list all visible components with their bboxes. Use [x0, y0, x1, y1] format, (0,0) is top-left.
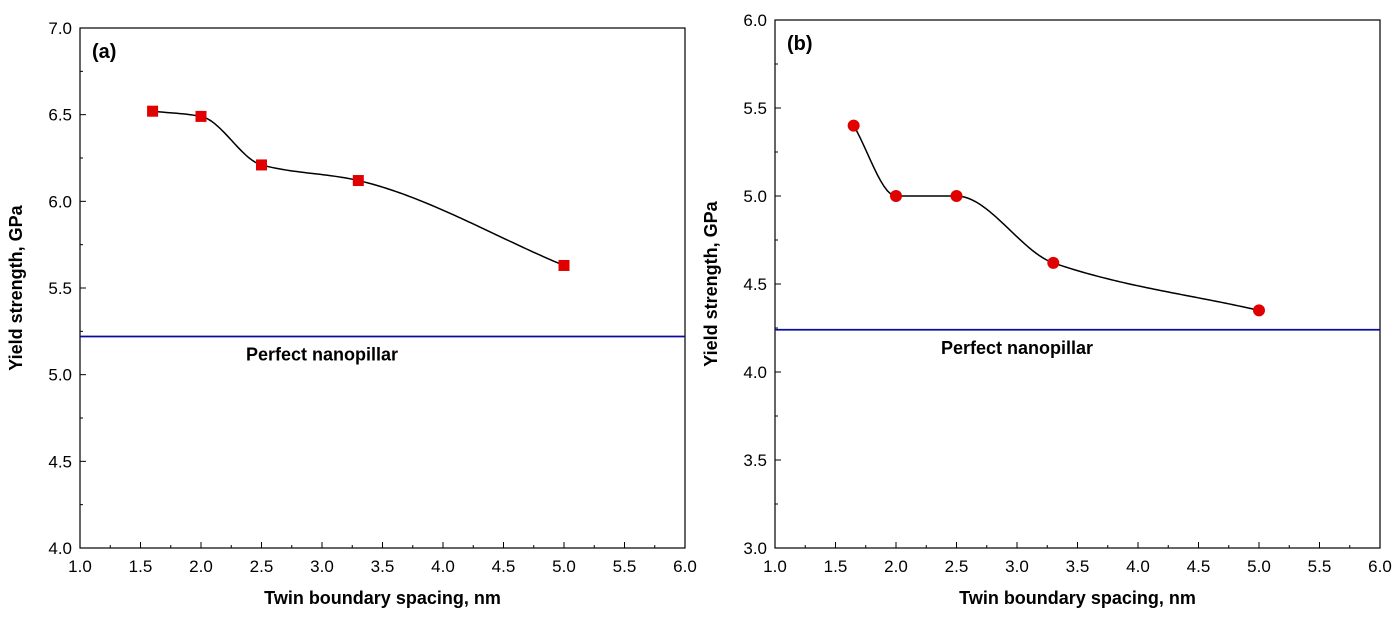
panel-label: (a): [92, 41, 116, 63]
fit-curve: [152, 110, 565, 267]
data-point: [147, 105, 159, 117]
data-point: [1253, 304, 1265, 317]
reference-line-label: Perfect nanopillar: [246, 345, 398, 365]
y-tick-label: 4.5: [48, 452, 72, 471]
x-tick-label: 1.0: [763, 557, 787, 576]
data-point: [847, 119, 860, 132]
data-point: [558, 259, 570, 271]
x-tick-label: 2.5: [250, 557, 274, 576]
panel-label: (b): [787, 33, 813, 55]
x-tick-label: 2.0: [884, 557, 908, 576]
y-tick-label: 5.5: [48, 279, 72, 298]
y-tick-label: 6.0: [743, 11, 767, 30]
x-tick-label: 4.5: [492, 557, 516, 576]
y-tick-label: 5.5: [743, 99, 767, 118]
y-tick-label: 4.0: [48, 539, 72, 558]
reference-line-label: Perfect nanopillar: [941, 338, 1093, 358]
y-axis-title: Yield strength, GPa: [6, 204, 26, 370]
x-tick-label: 5.5: [1308, 557, 1332, 576]
y-tick-label: 5.0: [48, 366, 72, 385]
data-point: [256, 159, 267, 171]
data-point: [352, 175, 364, 187]
data-point: [195, 110, 207, 122]
y-axis-title: Yield strength, GPa: [701, 200, 721, 366]
fit-curve: [852, 125, 1260, 312]
x-tick-label: 6.0: [1368, 557, 1392, 576]
data-point: [950, 190, 963, 202]
plot-frame: [79, 27, 686, 549]
x-tick-label: 3.5: [1066, 557, 1090, 576]
data-point: [890, 190, 902, 202]
y-tick-label: 3.5: [743, 451, 767, 470]
x-tick-label: 4.0: [431, 557, 455, 576]
x-tick-label: 2.0: [189, 557, 213, 576]
x-tick-label: 1.5: [129, 557, 153, 576]
data-point: [1047, 256, 1060, 269]
y-tick-label: 7.0: [48, 19, 72, 38]
y-tick-label: 4.5: [743, 275, 767, 294]
y-tick-label: 6.0: [48, 192, 72, 211]
x-tick-label: 5.0: [552, 557, 576, 576]
y-tick-label: 5.0: [743, 187, 767, 206]
x-axis-title: Twin boundary spacing, nm: [264, 588, 501, 608]
x-tick-label: 5.5: [613, 557, 637, 576]
chart-panel-1: 1.0 1.5 2.0 2.5 3.0 3.5 4.0 4.5 5.0 5.5 6.0 4.0 4.5 5…: [6, 19, 697, 608]
x-tick-label: 3.0: [310, 557, 334, 576]
y-tick-label: 6.5: [48, 106, 72, 125]
x-tick-label: 6.0: [673, 557, 697, 576]
x-tick-label: 1.0: [68, 557, 92, 576]
y-tick-label: 3.0: [743, 539, 767, 558]
chart-panel-2: 1.0 1.5 2.0 2.5 3.0 3.5 4.0 4.5 5.0 5.5 6.0 3.0 3.5 4…: [701, 11, 1392, 608]
x-tick-label: 3.0: [1005, 557, 1029, 576]
x-tick-label: 2.5: [945, 557, 969, 576]
x-axis-title: Twin boundary spacing, nm: [959, 588, 1196, 608]
x-tick-label: 4.0: [1126, 557, 1150, 576]
x-tick-label: 4.5: [1187, 557, 1211, 576]
y-tick-label: 4.0: [743, 363, 767, 382]
x-tick-label: 1.5: [824, 557, 848, 576]
x-tick-label: 3.5: [371, 557, 395, 576]
x-tick-label: 5.0: [1247, 557, 1271, 576]
plot-frame: [774, 19, 1381, 549]
